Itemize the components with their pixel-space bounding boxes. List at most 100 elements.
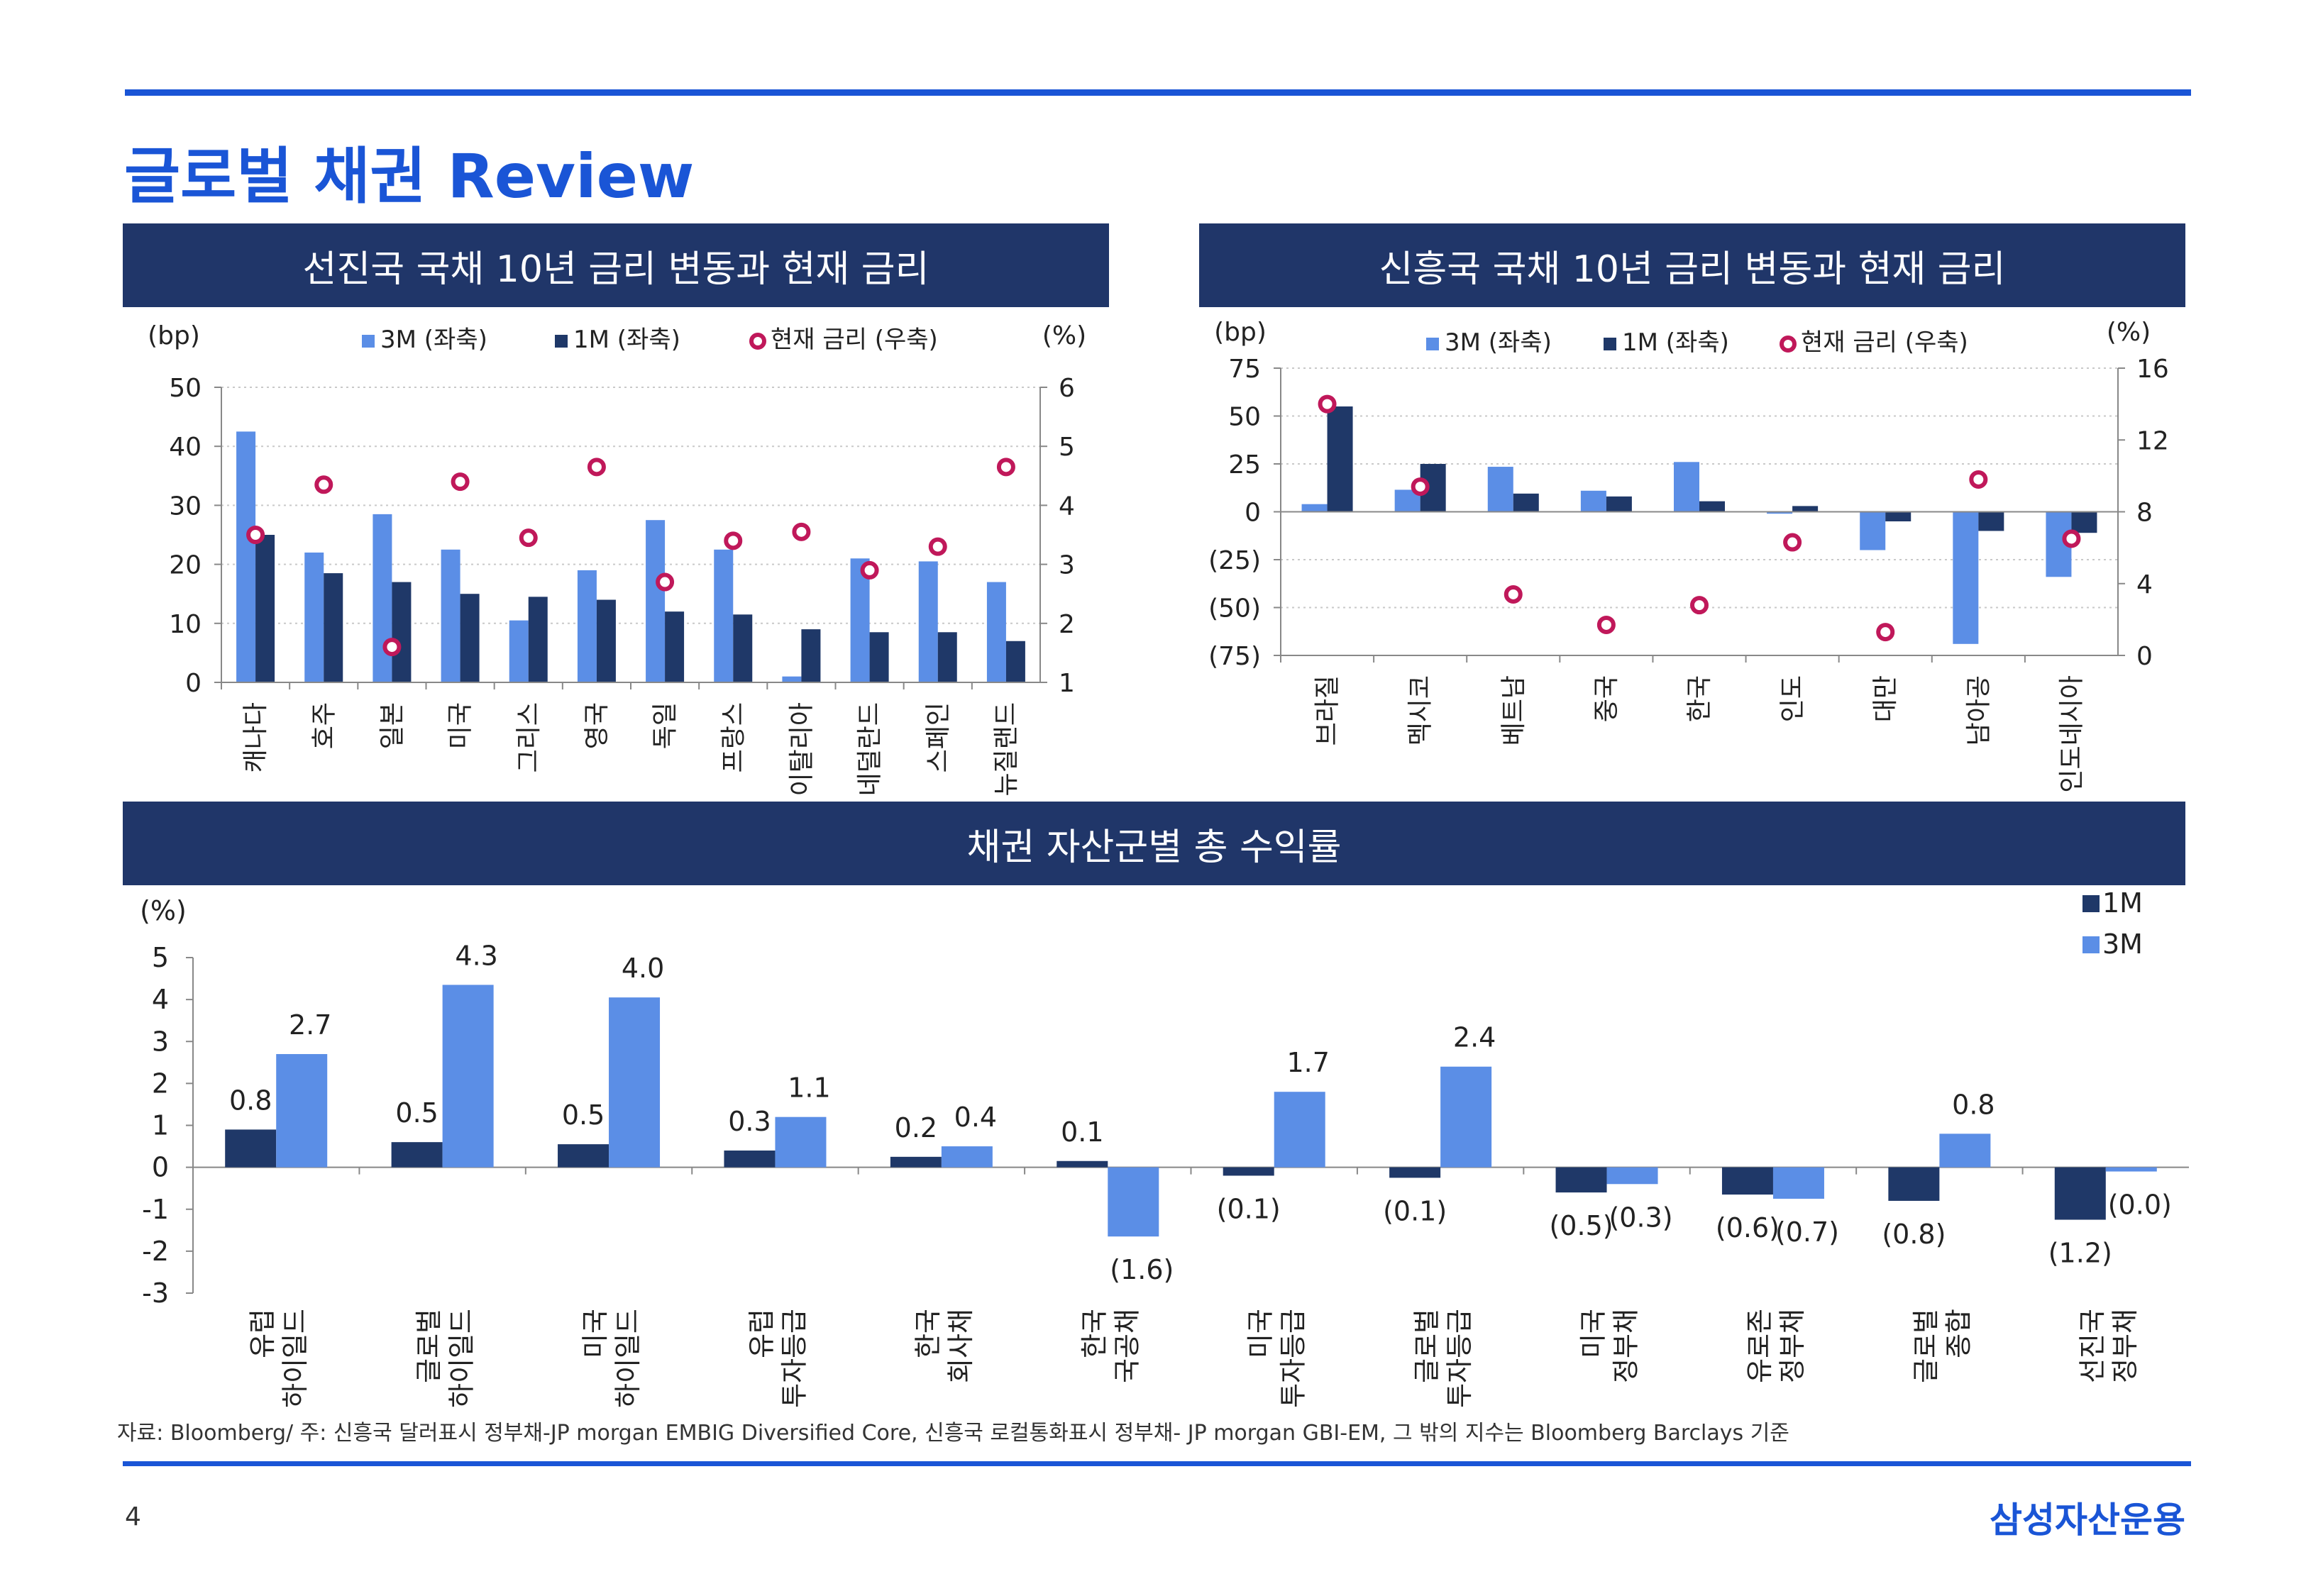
dev-bar-3m-10 (918, 561, 938, 682)
ret-value-label-1m-9: (0.6) (1716, 1212, 1780, 1243)
dev-right-tick-label: 5 (1059, 433, 1075, 462)
source-note: 자료: Bloomberg/ 주: 신흥국 달러표시 정부채-JP morgan… (117, 1421, 1789, 1446)
ret-category-label-line2-1: 하이일드 (446, 1309, 478, 1408)
em-left-tick-label: (25) (1208, 546, 1261, 575)
em-left-tick-label: (75) (1208, 642, 1261, 671)
dev-category-label-10: 스페인 (924, 702, 953, 772)
ret-category-label-line2-3: 투자등급 (778, 1309, 810, 1408)
dev-category-label-1: 호주 (309, 702, 338, 749)
ret-bar-1m-4 (890, 1156, 942, 1168)
dev-legend-swatch-3m (362, 335, 375, 348)
dev-left-tick-label: 50 (169, 374, 202, 403)
ret-value-label-1m-10: (0.8) (1882, 1219, 1946, 1250)
ret-bar-1m-10 (1888, 1167, 1940, 1201)
dev-bar-3m-8 (782, 676, 802, 682)
dev-rate-marker-2 (382, 638, 402, 657)
ret-category-label-line2-0: 하이일드 (280, 1309, 311, 1408)
em-category-label-5: 인도 (1778, 675, 1807, 722)
em-category-label-2: 베트남 (1499, 675, 1528, 746)
ret-bar-3m-9 (1772, 1167, 1824, 1199)
ret-category-label-line2-6: 투자등급 (1278, 1309, 1309, 1408)
dev-right-tick-label: 6 (1059, 374, 1075, 403)
dev-bar-3m-7 (714, 549, 734, 682)
em-category-label-8: 인도네시아 (2057, 675, 2086, 793)
dev-category-label-0: 캐나다 (241, 702, 270, 772)
dev-bar-3m-6 (646, 520, 666, 682)
dev-left-tick-label: 40 (169, 433, 202, 462)
dev-category-label-5: 영국 (583, 702, 612, 749)
dev-category-label-6: 독일 (651, 702, 680, 749)
ret-tick-label: 3 (152, 1026, 169, 1057)
dev-bar-3m-5 (577, 570, 597, 682)
dev-bar-3m-11 (986, 582, 1006, 682)
em-right-tick-label: 4 (2136, 570, 2153, 599)
ret-value-label-1m-8: (0.5) (1549, 1210, 1613, 1241)
dev-rate-marker-6 (656, 572, 675, 592)
ret-bar-3m-3 (775, 1116, 827, 1168)
em-left-tick-label: (50) (1208, 594, 1261, 624)
dev-right-tick-label: 4 (1059, 492, 1075, 521)
chart2-title-band: 신흥국 국채 10년 금리 변동과 현재 금리 (1199, 223, 2185, 307)
dev-rate-marker-5 (587, 458, 606, 477)
dev-bar-1m-0 (255, 535, 275, 682)
top-rule (125, 89, 2191, 96)
ret-category-label-line2-4: 회사채 (945, 1309, 976, 1383)
ret-bar-3m-1 (442, 985, 494, 1168)
ret-bar-1m-9 (1721, 1167, 1773, 1195)
dev-left-tick-label: 0 (185, 669, 202, 698)
ret-tick-label: 5 (152, 942, 169, 973)
ret-legend-swatch-1m (2082, 895, 2100, 912)
em-category-label-3: 중국 (1592, 675, 1621, 722)
em-bar-1m-4 (1699, 501, 1725, 512)
em-unit-right: (%) (2107, 318, 2151, 347)
ret-category-label-line2-11: 정부채 (2109, 1309, 2141, 1383)
ret-category-label-line2-8: 정부채 (1611, 1309, 1642, 1383)
em-rate-marker-2 (1504, 584, 1523, 604)
em-legend-rate: 현재 금리 (우축) (1801, 328, 1968, 357)
dev-legend-swatch-1m (555, 335, 568, 348)
ret-value-label-3m-2: 4.0 (622, 953, 664, 984)
ret-category-label-line1-2: 미국 (580, 1309, 611, 1358)
em-left-tick-label: 0 (1245, 499, 1261, 528)
em-bar-3m-0 (1301, 504, 1328, 512)
em-right-tick-label: 8 (2136, 499, 2153, 528)
dev-legend-1m: 1M (좌축) (573, 326, 680, 354)
em-legend-1m: 1M (좌축) (1622, 328, 1729, 357)
dev-category-label-2: 일본 (377, 702, 407, 749)
ret-bar-3m-11 (2105, 1167, 2157, 1172)
dev-left-tick-label: 20 (169, 551, 202, 580)
ret-value-label-1m-4: 0.2 (895, 1112, 937, 1143)
dev-category-label-11: 뉴질랜드 (992, 702, 1021, 796)
em-category-label-7: 남아공 (1964, 675, 1993, 746)
em-legend-3m: 3M (좌축) (1445, 328, 1552, 357)
chart1-title-band: 선진국 국채 10년 금리 변동과 현재 금리 (123, 223, 1109, 307)
dev-bar-3m-0 (236, 431, 256, 682)
dev-bar-1m-6 (665, 611, 685, 682)
ret-value-label-1m-5: 0.1 (1061, 1116, 1103, 1148)
ret-category-label-line2-5: 국공채 (1111, 1309, 1142, 1383)
dev-right-tick-label: 2 (1059, 610, 1075, 639)
ret-value-label-1m-2: 0.5 (562, 1099, 605, 1131)
em-category-label-4: 한국 (1685, 675, 1714, 722)
ret-tick-label: -3 (142, 1278, 169, 1309)
ret-bar-1m-5 (1057, 1160, 1108, 1168)
dev-right-tick-label: 3 (1059, 551, 1075, 580)
chart-developed-rates: 0 10 20 30 40 50 1 2 3 4 5 6 (bp) (%) 3M (좌축) 1M (좌축) 현재… (148, 321, 1086, 796)
em-category-label-0: 브라질 (1313, 675, 1342, 746)
ret-bar-3m-10 (1939, 1134, 1991, 1168)
ret-value-label-1m-7: (0.1) (1383, 1195, 1447, 1226)
ret-value-label-1m-11: (1.2) (2048, 1238, 2112, 1269)
dev-bar-1m-7 (733, 614, 753, 682)
ret-category-label-line1-8: 미국 (1578, 1309, 1609, 1358)
dev-bar-1m-4 (528, 597, 548, 682)
ret-bar-3m-7 (1440, 1066, 1492, 1168)
ret-value-label-1m-6: (0.1) (1217, 1193, 1281, 1224)
dev-bar-1m-1 (324, 573, 343, 682)
chart-emerging-rates: (75) (50) (25) 0 25 50 75 0 4 8 12 16 (bp) (%) 3M (좌축)… (1208, 318, 2169, 793)
dev-legend-swatch-rate (749, 333, 766, 350)
ret-category-label-line2-10: 종합 (1943, 1309, 1974, 1358)
dev-rate-marker-10 (928, 537, 947, 556)
ret-value-label-3m-4: 0.4 (954, 1102, 997, 1133)
bottom-rule (123, 1461, 2191, 1466)
